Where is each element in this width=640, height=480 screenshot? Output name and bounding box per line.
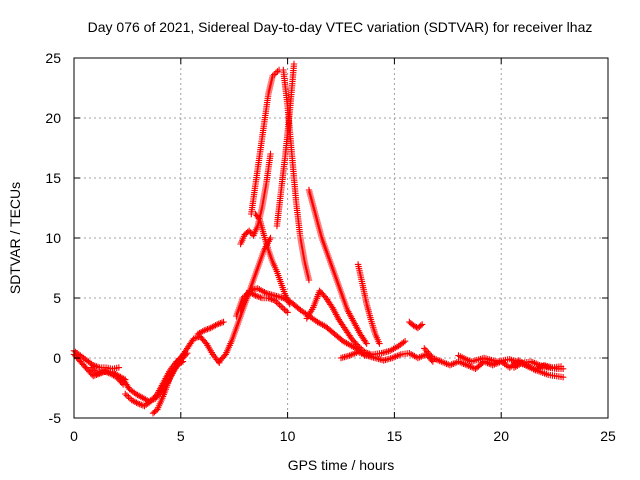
data-series <box>70 60 567 417</box>
series-arc-17 <box>305 186 370 347</box>
data-point <box>221 352 228 360</box>
series-arc-12 <box>248 66 283 218</box>
series-arc-8 <box>194 318 227 338</box>
series-arc-25 <box>510 358 567 372</box>
data-point <box>418 321 426 328</box>
y-tick-label: 0 <box>53 350 61 366</box>
series-arc-22 <box>406 318 426 332</box>
x-tick-label: 10 <box>280 428 296 444</box>
x-tick-label: 5 <box>177 428 185 444</box>
data-point <box>115 364 123 371</box>
y-tick-label: 10 <box>45 230 61 246</box>
data-point <box>559 374 567 381</box>
data-point <box>284 309 291 316</box>
data-point <box>220 318 227 326</box>
data-point <box>376 340 383 347</box>
y-axis-label: SDTVAR / TECUs <box>7 182 23 294</box>
y-tick-label: 5 <box>53 290 61 306</box>
data-point <box>401 338 409 345</box>
grid <box>74 58 608 418</box>
data-point <box>305 276 313 284</box>
data-point <box>267 234 274 242</box>
series-arc-3 <box>87 364 127 388</box>
data-point <box>201 338 209 346</box>
data-point <box>290 60 298 68</box>
data-point <box>417 322 424 329</box>
data-point <box>559 365 567 372</box>
series-arc-21 <box>337 348 437 365</box>
data-point <box>267 150 274 158</box>
data-point <box>353 341 361 348</box>
x-axis-label: GPS time / hours <box>288 457 395 473</box>
series-arc-18 <box>303 287 375 358</box>
chart-title: Day 076 of 2021, Sidereal Day-to-day VTE… <box>88 19 593 35</box>
series-arc-16 <box>237 285 364 354</box>
x-tick-label: 25 <box>600 428 616 444</box>
x-tick-label: 20 <box>493 428 509 444</box>
y-tick-label: 20 <box>45 110 61 126</box>
data-point <box>179 358 187 365</box>
y-tick-label: 25 <box>45 50 61 66</box>
data-point <box>255 215 262 222</box>
y-tick-label: 15 <box>45 170 61 186</box>
series-arc-24 <box>455 352 567 381</box>
axis-ticks: 0 5 10 15 20 25 -5 0 5 10 15 20 25 <box>45 50 616 444</box>
y-tick-label: -5 <box>49 410 62 426</box>
series-arc-15 <box>280 66 313 284</box>
x-tick-label: 15 <box>387 428 403 444</box>
series-arc-19 <box>354 261 383 347</box>
x-tick-label: 0 <box>70 428 78 444</box>
data-point <box>363 340 370 347</box>
